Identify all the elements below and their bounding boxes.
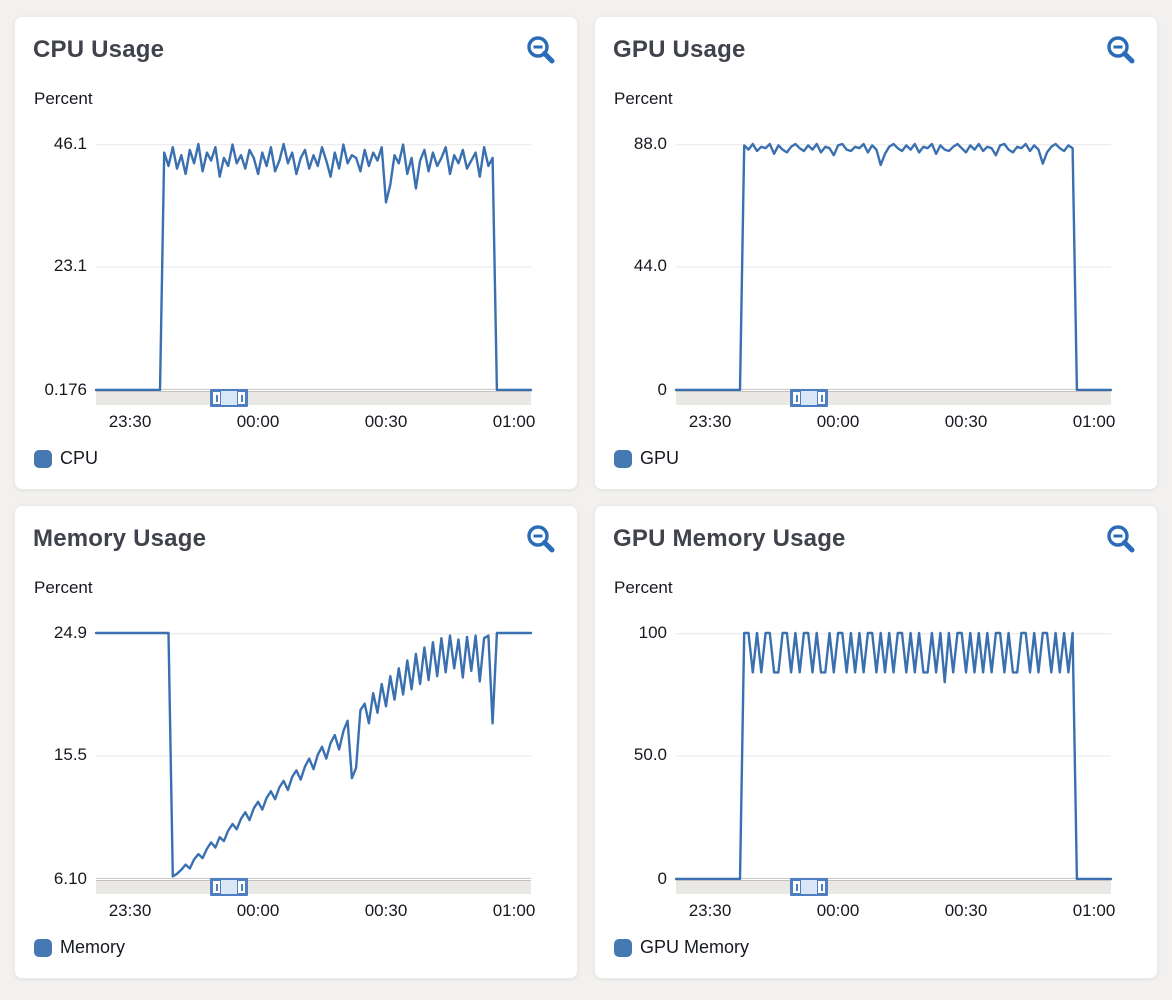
x-axis-tick: 00:00 [816,901,860,920]
zoom-scrollbar-handle[interactable] [210,389,248,407]
y-axis-tick: 0 [657,380,667,399]
panel-memory-usage: Memory Usage Percent 24.9 15.5 6.10 23:3… [14,505,578,979]
x-axis-tick: 01:00 [1072,412,1116,431]
x-axis-tick: 00:30 [944,412,988,431]
scrollbar-grip-left[interactable] [792,880,801,894]
scrollbar-grip-left[interactable] [212,391,221,405]
y-axis-tick: 6.10 [53,869,87,888]
zoom-scrollbar-track[interactable] [676,878,1111,896]
scrollbar-grip-left[interactable] [792,391,801,405]
panel-gpu-usage: GPU Usage Percent 88.0 44.0 0 23:30 00:0… [594,16,1158,490]
zoom-scrollbar-handle[interactable] [210,878,248,896]
scrollbar-grip-right[interactable] [817,391,826,405]
scrollbar-grip-left[interactable] [212,880,221,894]
legend-item[interactable]: GPU [614,448,679,469]
panel-gpu-memory-usage: GPU Memory Usage Percent 100 50.0 0 23:3… [594,505,1158,979]
line-chart-plot-area[interactable] [674,142,1113,392]
zoom-out-icon [1107,36,1135,64]
x-axis-tick: 23:30 [688,901,732,920]
x-axis-tick: 00:00 [236,901,280,920]
zoom-out-button[interactable] [1104,523,1138,557]
x-axis-tick: 23:30 [688,412,732,431]
zoom-out-button[interactable] [524,34,558,68]
zoom-scrollbar-handle[interactable] [790,389,828,407]
legend-swatch [34,938,52,957]
y-axis-tick: 23.1 [53,256,87,275]
legend-swatch [614,449,632,468]
y-axis-tick: 44.0 [633,256,667,275]
zoom-scrollbar-handle[interactable] [790,878,828,896]
scrollbar-grip-right[interactable] [817,880,826,894]
y-axis-tick: 46.1 [53,134,87,153]
panel-cpu-usage: CPU Usage Percent 46.1 23.1 0.176 23:30 … [14,16,578,490]
x-axis-tick: 01:00 [492,412,536,431]
line-chart-plot-area[interactable] [674,631,1113,881]
zoom-out-button[interactable] [524,523,558,557]
y-axis-unit-label: Percent [614,89,673,108]
x-axis-tick: 00:30 [944,901,988,920]
x-axis-tick: 01:00 [492,901,536,920]
y-axis-unit-label: Percent [34,578,93,597]
x-axis-tick: 01:00 [1072,901,1116,920]
y-axis-tick: 50.0 [633,745,667,764]
legend-item[interactable]: Memory [34,937,125,958]
legend-label: GPU Memory [640,937,750,957]
legend-item[interactable]: CPU [34,448,98,469]
y-axis-tick: 24.9 [53,623,87,642]
legend-swatch [614,938,632,957]
scrollbar-grip-right[interactable] [237,391,246,405]
line-chart-plot-area[interactable] [94,631,533,879]
y-axis-tick: 88.0 [633,134,667,153]
legend-label: CPU [60,448,99,468]
panel-title: GPU Memory Usage [613,525,846,552]
x-axis-tick: 23:30 [108,412,152,431]
y-axis-tick: 100 [638,623,667,642]
legend-swatch [34,449,52,468]
panel-title: GPU Usage [613,36,746,63]
zoom-scrollbar-track[interactable] [676,389,1111,407]
x-axis-tick: 00:30 [364,412,408,431]
zoom-out-button[interactable] [1104,34,1138,68]
panel-title: Memory Usage [33,525,207,552]
legend-label: Memory [60,937,126,957]
legend-label: GPU [640,448,680,468]
scrollbar-grip-right[interactable] [237,880,246,894]
zoom-out-icon [527,36,555,64]
legend-item[interactable]: GPU Memory [614,937,749,958]
zoom-out-icon [527,525,555,553]
panel-title: CPU Usage [33,36,165,63]
y-axis-tick: 15.5 [53,745,87,764]
line-chart-plot-area[interactable] [94,142,533,392]
x-axis-tick: 23:30 [108,901,152,920]
y-axis-unit-label: Percent [614,578,673,597]
zoom-scrollbar-track[interactable] [96,389,531,407]
y-axis-tick: 0.176 [44,380,87,399]
y-axis-tick: 0 [657,869,667,888]
zoom-scrollbar-track[interactable] [96,878,531,896]
x-axis-tick: 00:00 [816,412,860,431]
x-axis-tick: 00:00 [236,412,280,431]
zoom-out-icon [1107,525,1135,553]
y-axis-unit-label: Percent [34,89,93,108]
x-axis-tick: 00:30 [364,901,408,920]
